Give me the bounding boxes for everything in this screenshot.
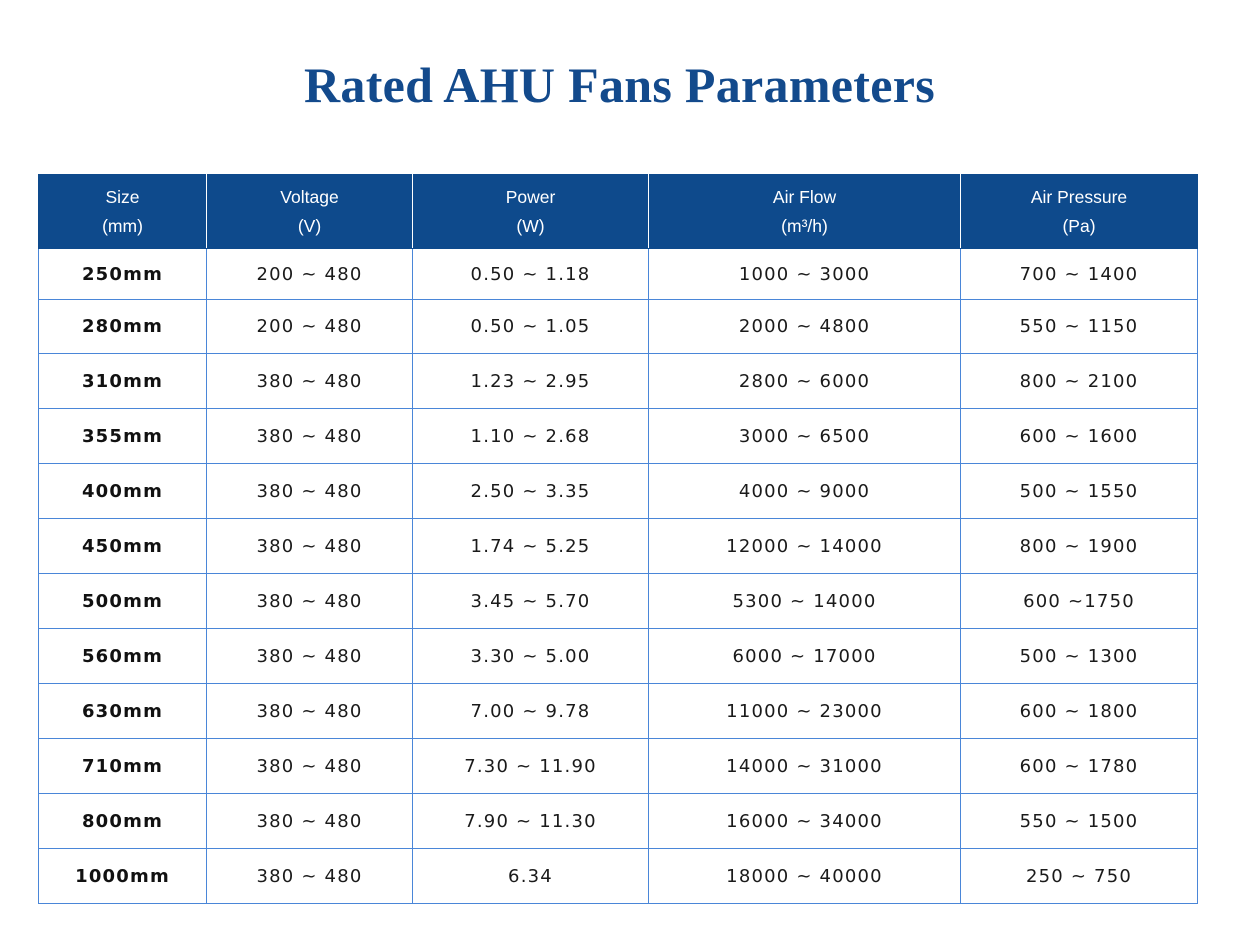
- size-cell: 250mm: [38, 248, 207, 300]
- air-flow-cell: 16000 ~ 34000: [648, 793, 961, 849]
- power-cell: 0.50 ~ 1.18: [412, 248, 649, 300]
- column-header-name: Air Flow: [772, 186, 837, 207]
- table-row: 800mm 380 ~ 480 7.90 ~ 11.30 16000 ~ 340…: [38, 793, 1198, 849]
- power-cell: 7.00 ~ 9.78: [412, 683, 649, 739]
- table-row: 355mm 380 ~ 480 1.10 ~ 2.68 3000 ~ 6500 …: [38, 408, 1198, 464]
- voltage-cell: 200 ~ 480: [206, 248, 413, 300]
- air-pressure-cell: 500 ~ 1300: [960, 628, 1198, 684]
- power-cell: 1.74 ~ 5.25: [412, 518, 649, 574]
- air-flow-cell: 2800 ~ 6000: [648, 353, 961, 409]
- voltage-cell: 380 ~ 480: [206, 408, 413, 464]
- voltage-cell: 380 ~ 480: [206, 463, 413, 519]
- voltage-cell: 380 ~ 480: [206, 628, 413, 684]
- column-header-name: Size: [105, 186, 140, 207]
- table-header: Size (mm) Voltage (V) Power (W) Air Flow…: [38, 174, 1198, 249]
- air-pressure-cell: 600 ~1750: [960, 573, 1198, 629]
- column-header-air-flow: Air Flow (m³/h): [648, 174, 961, 249]
- table-row: 450mm 380 ~ 480 1.74 ~ 5.25 12000 ~ 1400…: [38, 518, 1198, 574]
- air-pressure-cell: 800 ~ 1900: [960, 518, 1198, 574]
- power-cell: 0.50 ~ 1.05: [412, 299, 649, 354]
- table-row: 310mm 380 ~ 480 1.23 ~ 2.95 2800 ~ 6000 …: [38, 353, 1198, 409]
- table-row: 630mm 380 ~ 480 7.00 ~ 9.78 11000 ~ 2300…: [38, 683, 1198, 739]
- size-cell: 450mm: [38, 518, 207, 574]
- header-row: Size (mm) Voltage (V) Power (W) Air Flow…: [38, 174, 1198, 249]
- air-pressure-cell: 550 ~ 1500: [960, 793, 1198, 849]
- air-flow-cell: 18000 ~ 40000: [648, 848, 961, 904]
- table-row: 500mm 380 ~ 480 3.45 ~ 5.70 5300 ~ 14000…: [38, 573, 1198, 629]
- column-header-size: Size (mm): [38, 174, 207, 249]
- table-row: 400mm 380 ~ 480 2.50 ~ 3.35 4000 ~ 9000 …: [38, 463, 1198, 519]
- column-header-unit: (Pa): [1062, 215, 1096, 236]
- column-header-unit: (V): [297, 215, 322, 236]
- table-row: 1000mm 380 ~ 480 6.34 18000 ~ 40000 250 …: [38, 848, 1198, 904]
- voltage-cell: 380 ~ 480: [206, 518, 413, 574]
- column-header-unit: (m³/h): [781, 215, 828, 236]
- column-header-name: Voltage: [280, 186, 339, 207]
- power-cell: 3.45 ~ 5.70: [412, 573, 649, 629]
- size-cell: 800mm: [38, 793, 207, 849]
- table-body: 250mm 200 ~ 480 0.50 ~ 1.18 1000 ~ 3000 …: [38, 248, 1198, 904]
- fan-parameters-table: Size (mm) Voltage (V) Power (W) Air Flow…: [38, 174, 1198, 904]
- power-cell: 2.50 ~ 3.35: [412, 463, 649, 519]
- size-cell: 1000mm: [38, 848, 207, 904]
- table-row: 250mm 200 ~ 480 0.50 ~ 1.18 1000 ~ 3000 …: [38, 248, 1198, 300]
- page-title: Rated AHU Fans Parameters: [304, 57, 935, 113]
- air-pressure-cell: 700 ~ 1400: [960, 248, 1198, 300]
- column-header-unit: (W): [516, 215, 545, 236]
- air-flow-cell: 14000 ~ 31000: [648, 738, 961, 794]
- air-pressure-cell: 550 ~ 1150: [960, 299, 1198, 354]
- column-header-unit: (mm): [102, 215, 143, 236]
- air-pressure-cell: 600 ~ 1780: [960, 738, 1198, 794]
- power-cell: 1.10 ~ 2.68: [412, 408, 649, 464]
- table-row: 560mm 380 ~ 480 3.30 ~ 5.00 6000 ~ 17000…: [38, 628, 1198, 684]
- air-flow-cell: 12000 ~ 14000: [648, 518, 961, 574]
- size-cell: 560mm: [38, 628, 207, 684]
- power-cell: 7.90 ~ 11.30: [412, 793, 649, 849]
- size-cell: 310mm: [38, 353, 207, 409]
- air-flow-cell: 5300 ~ 14000: [648, 573, 961, 629]
- power-cell: 3.30 ~ 5.00: [412, 628, 649, 684]
- size-cell: 355mm: [38, 408, 207, 464]
- air-flow-cell: 4000 ~ 9000: [648, 463, 961, 519]
- size-cell: 400mm: [38, 463, 207, 519]
- air-pressure-cell: 600 ~ 1800: [960, 683, 1198, 739]
- power-cell: 1.23 ~ 2.95: [412, 353, 649, 409]
- air-pressure-cell: 800 ~ 2100: [960, 353, 1198, 409]
- air-pressure-cell: 500 ~ 1550: [960, 463, 1198, 519]
- air-pressure-cell: 250 ~ 750: [960, 848, 1198, 904]
- size-cell: 630mm: [38, 683, 207, 739]
- air-pressure-cell: 600 ~ 1600: [960, 408, 1198, 464]
- table-row: 280mm 200 ~ 480 0.50 ~ 1.05 2000 ~ 4800 …: [38, 299, 1198, 354]
- air-flow-cell: 3000 ~ 6500: [648, 408, 961, 464]
- voltage-cell: 380 ~ 480: [206, 353, 413, 409]
- power-cell: 6.34: [412, 848, 649, 904]
- column-header-name: Power: [505, 186, 556, 207]
- size-cell: 710mm: [38, 738, 207, 794]
- air-flow-cell: 6000 ~ 17000: [648, 628, 961, 684]
- air-flow-cell: 1000 ~ 3000: [648, 248, 961, 300]
- voltage-cell: 200 ~ 480: [206, 299, 413, 354]
- size-cell: 500mm: [38, 573, 207, 629]
- air-flow-cell: 11000 ~ 23000: [648, 683, 961, 739]
- column-header-name: Air Pressure: [1030, 186, 1128, 207]
- table-row: 710mm 380 ~ 480 7.30 ~ 11.90 14000 ~ 310…: [38, 738, 1198, 794]
- air-flow-cell: 2000 ~ 4800: [648, 299, 961, 354]
- column-header-voltage: Voltage (V): [206, 174, 413, 249]
- size-cell: 280mm: [38, 299, 207, 354]
- column-header-air-pressure: Air Pressure (Pa): [960, 174, 1198, 249]
- column-header-power: Power (W): [412, 174, 649, 249]
- voltage-cell: 380 ~ 480: [206, 848, 413, 904]
- voltage-cell: 380 ~ 480: [206, 683, 413, 739]
- voltage-cell: 380 ~ 480: [206, 573, 413, 629]
- power-cell: 7.30 ~ 11.90: [412, 738, 649, 794]
- voltage-cell: 380 ~ 480: [206, 793, 413, 849]
- voltage-cell: 380 ~ 480: [206, 738, 413, 794]
